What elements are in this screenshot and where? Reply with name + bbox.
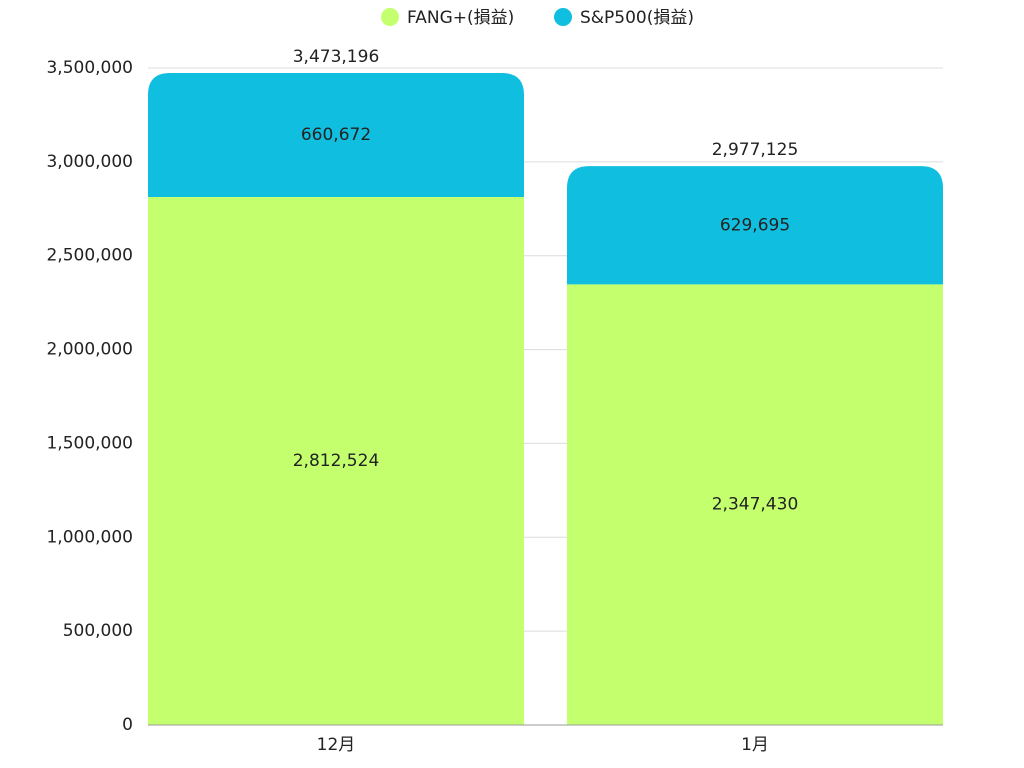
bar-segment xyxy=(567,284,943,725)
data-label: 629,695 xyxy=(720,215,790,235)
y-tick-label: 3,000,000 xyxy=(46,152,133,172)
y-tick-label: 2,500,000 xyxy=(46,246,133,266)
x-tick-label: 12月 xyxy=(317,735,356,755)
y-tick-label: 3,500,000 xyxy=(46,58,133,78)
data-label: 660,672 xyxy=(301,125,371,145)
legend-label: FANG+(損益) xyxy=(407,8,514,28)
y-tick-label: 0 xyxy=(122,715,133,735)
x-tick-label: 1月 xyxy=(741,735,769,755)
legend-swatch xyxy=(554,8,572,26)
y-tick-label: 1,500,000 xyxy=(46,433,133,453)
total-label: 3,473,196 xyxy=(293,47,380,67)
bar-segment xyxy=(148,73,524,198)
data-label: 2,812,524 xyxy=(293,451,380,471)
y-tick-label: 2,000,000 xyxy=(46,340,133,360)
total-label: 2,977,125 xyxy=(712,140,799,160)
bar-segment xyxy=(148,197,524,725)
y-tick-label: 500,000 xyxy=(63,621,133,641)
data-label: 2,347,430 xyxy=(712,495,799,515)
legend-swatch xyxy=(381,8,399,26)
bar-segment xyxy=(567,166,943,285)
y-tick-label: 1,000,000 xyxy=(46,527,133,547)
legend-label: S&P500(損益) xyxy=(580,8,694,28)
